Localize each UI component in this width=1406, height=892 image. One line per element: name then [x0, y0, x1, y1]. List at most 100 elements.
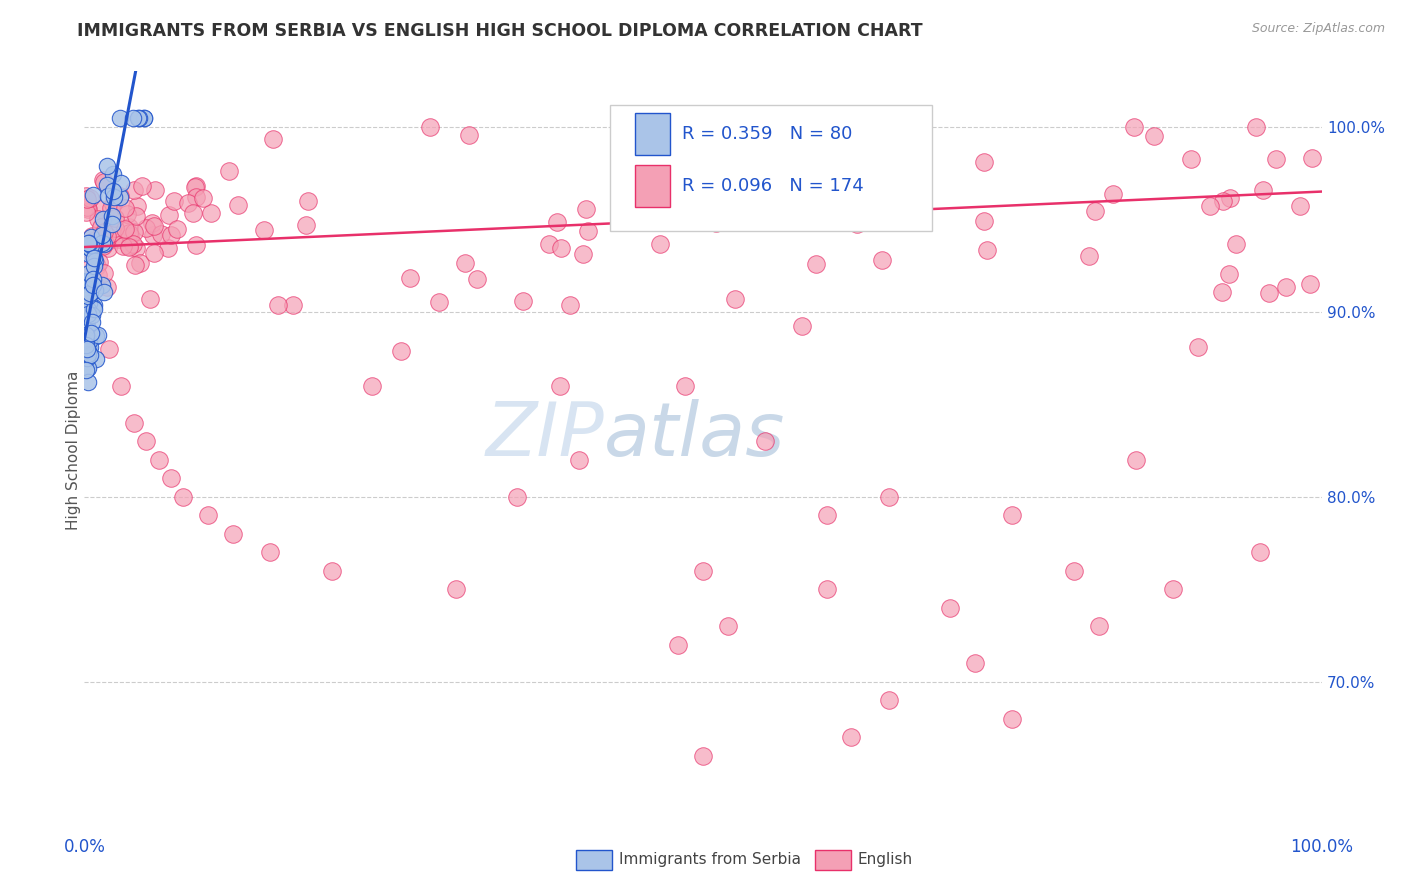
- Point: [86, 260, 108, 274]
- Point: [90, 219, 112, 234]
- Point: [79, 275, 101, 289]
- Point: [84, 254, 107, 268]
- Point: [75, 344, 97, 359]
- Point: [548, 378, 571, 392]
- Point: [93, 235, 115, 250]
- Point: [79, 238, 101, 252]
- Point: [142, 219, 165, 234]
- Point: [91, 228, 114, 243]
- Point: [77, 290, 100, 304]
- Point: [77, 266, 100, 280]
- Point: [973, 213, 995, 227]
- FancyBboxPatch shape: [610, 105, 932, 230]
- Point: [80, 230, 103, 244]
- Point: [114, 222, 136, 236]
- Point: [389, 343, 412, 358]
- Text: R = 0.359   N = 80: R = 0.359 N = 80: [682, 125, 852, 143]
- Point: [578, 224, 600, 238]
- Point: [1244, 120, 1267, 134]
- Point: [184, 190, 207, 204]
- Text: ZIP: ZIP: [485, 400, 605, 471]
- Point: [399, 270, 422, 285]
- Point: [122, 225, 145, 239]
- Point: [160, 471, 183, 485]
- Point: [96, 280, 118, 294]
- Point: [1063, 564, 1085, 578]
- Point: [142, 245, 165, 260]
- Y-axis label: High School Diploma: High School Diploma: [66, 371, 80, 530]
- Point: [127, 199, 149, 213]
- Point: [79, 286, 101, 301]
- Point: [89, 254, 111, 268]
- Point: [101, 209, 124, 223]
- Text: atlas: atlas: [605, 400, 786, 471]
- Point: [1253, 183, 1275, 197]
- Point: [444, 582, 467, 596]
- Point: [1225, 237, 1247, 252]
- Point: [1288, 199, 1310, 213]
- Point: [1212, 194, 1234, 208]
- Point: [1088, 619, 1111, 633]
- Point: [1101, 186, 1123, 201]
- Point: [108, 189, 131, 203]
- Point: [82, 246, 104, 260]
- Point: [79, 241, 101, 255]
- Point: [110, 378, 132, 392]
- Point: [149, 227, 172, 241]
- Point: [76, 303, 98, 318]
- Point: [117, 207, 139, 221]
- Point: [122, 111, 145, 125]
- Point: [361, 378, 384, 392]
- Point: [75, 274, 97, 288]
- Point: [91, 173, 114, 187]
- Point: [75, 189, 97, 203]
- Point: [666, 638, 689, 652]
- Point: [76, 200, 98, 214]
- Point: [76, 343, 98, 358]
- Point: [1258, 285, 1281, 300]
- Point: [122, 416, 145, 430]
- Point: [1299, 277, 1322, 291]
- Point: [673, 378, 696, 392]
- Point: [96, 178, 118, 192]
- Point: [1249, 545, 1271, 559]
- Point: [93, 236, 115, 251]
- Point: [76, 192, 98, 206]
- Point: [75, 340, 97, 354]
- Point: [1180, 152, 1202, 166]
- Point: [633, 198, 655, 212]
- Point: [80, 315, 103, 329]
- Point: [186, 179, 208, 194]
- Point: [83, 251, 105, 265]
- Point: [77, 347, 100, 361]
- Point: [82, 308, 104, 322]
- Point: [91, 239, 114, 253]
- Point: [1219, 191, 1241, 205]
- Point: [193, 191, 215, 205]
- Point: [965, 656, 987, 670]
- Point: [1001, 712, 1024, 726]
- Point: [295, 219, 318, 233]
- Text: R = 0.096   N = 174: R = 0.096 N = 174: [682, 177, 863, 194]
- Point: [93, 225, 115, 239]
- Text: IMMIGRANTS FROM SERBIA VS ENGLISH HIGH SCHOOL DIPLOMA CORRELATION CHART: IMMIGRANTS FROM SERBIA VS ENGLISH HIGH S…: [77, 22, 922, 40]
- Point: [101, 167, 124, 181]
- Point: [122, 237, 145, 252]
- Point: [132, 111, 155, 125]
- Point: [939, 600, 962, 615]
- Point: [128, 256, 150, 270]
- Point: [93, 285, 115, 299]
- Point: [91, 235, 114, 250]
- Point: [93, 175, 115, 189]
- Point: [124, 258, 146, 272]
- Point: [692, 748, 714, 763]
- Point: [114, 202, 136, 216]
- Point: [76, 320, 98, 334]
- Point: [568, 452, 591, 467]
- Point: [75, 338, 97, 352]
- Point: [135, 434, 157, 449]
- Point: [76, 312, 98, 326]
- Point: [218, 163, 240, 178]
- Point: [907, 201, 929, 215]
- Point: [80, 326, 103, 340]
